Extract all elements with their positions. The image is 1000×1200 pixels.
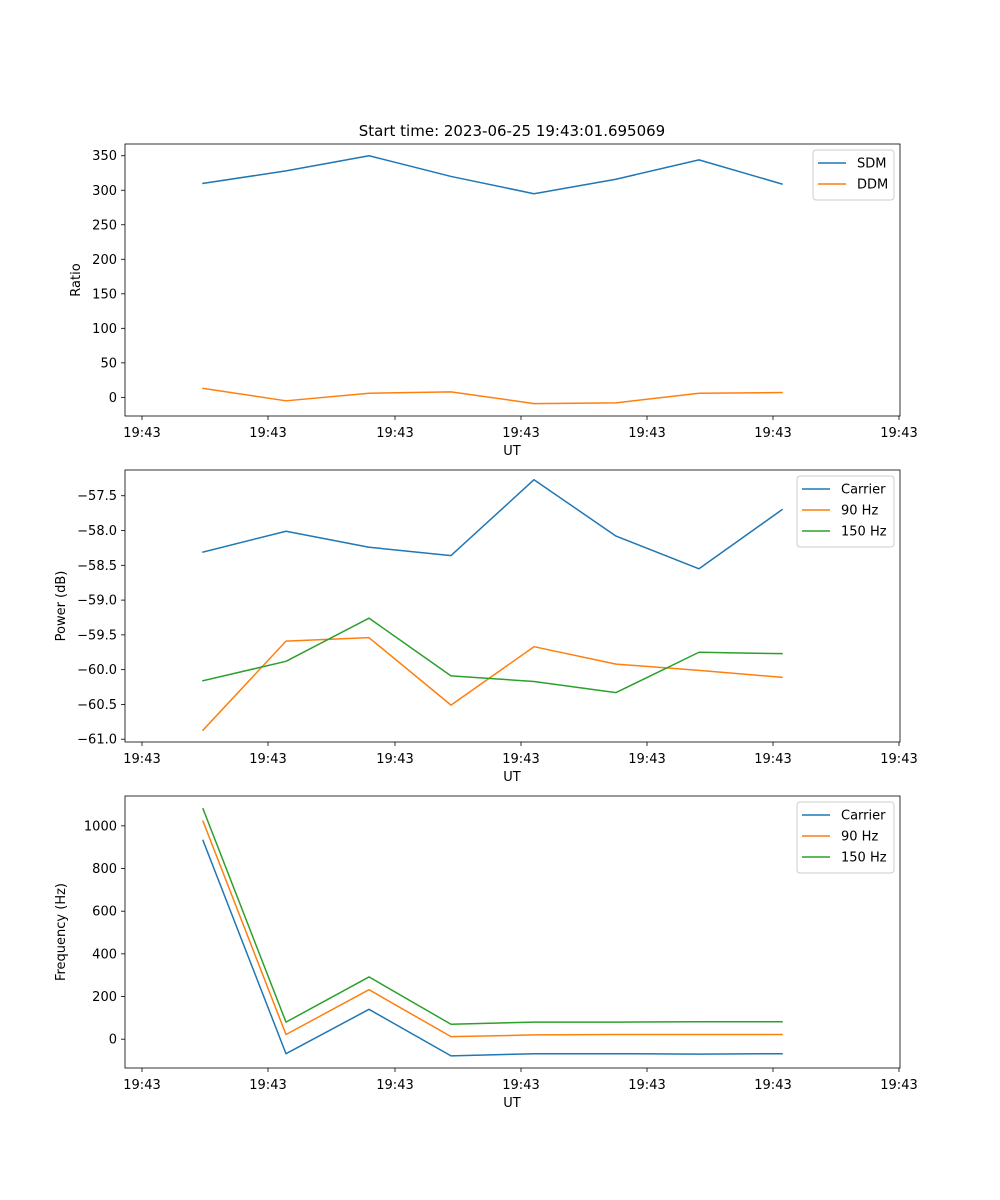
y-tick-label: −58.5 xyxy=(77,559,117,574)
x-tick-label: 19:43 xyxy=(376,426,413,441)
figure-title: Start time: 2023-06-25 19:43:01.695069 xyxy=(359,122,665,140)
x-tick-label: 19:43 xyxy=(628,426,665,441)
y-tick-label: 0 xyxy=(109,1033,117,1048)
legend: Carrier 90 Hz 150 Hz xyxy=(796,475,895,548)
axes-frame xyxy=(124,143,901,417)
x-axis-label: UT xyxy=(503,770,521,785)
y-axis-label: Ratio xyxy=(69,263,84,296)
x-tick-label: 19:43 xyxy=(754,426,791,441)
series-line-2-2 xyxy=(201,636,783,732)
series-line-3-3 xyxy=(202,807,783,1026)
y-tick-label: 200 xyxy=(92,990,117,1005)
y-tick-label: 800 xyxy=(92,862,117,877)
legend-label: Carrier xyxy=(841,483,886,498)
legend-label: DDM xyxy=(857,178,888,193)
series-line-1-1 xyxy=(202,154,783,195)
x-tick-label: 19:43 xyxy=(502,1078,539,1093)
y-tick-label: −60.0 xyxy=(77,663,117,678)
y-tick-label: 250 xyxy=(92,218,117,233)
y-tick-label: −60.5 xyxy=(77,698,117,713)
legend-label: 150 Hz xyxy=(841,525,887,540)
y-tick-label: 100 xyxy=(92,322,117,337)
x-axis-label: UT xyxy=(503,444,521,459)
y-tick-label: 600 xyxy=(92,905,117,920)
x-tick-label: 19:43 xyxy=(249,752,286,767)
panel-2: 19:43 19:43 19:43 19:43 19:43 19:43 19:43 −57.5… xyxy=(54,469,918,785)
axes-frame xyxy=(124,469,901,743)
y-tick-label: 300 xyxy=(92,184,117,199)
y-tick-label: 50 xyxy=(100,356,117,371)
x-tick-label: 19:43 xyxy=(249,1078,286,1093)
y-tick-label: −61.0 xyxy=(77,733,117,748)
panel-1: 19:43 19:43 19:43 19:43 19:43 19:43 19:43 0 50 10… xyxy=(69,143,918,459)
x-tick-label: 19:43 xyxy=(880,426,917,441)
y-tick-label: 0 xyxy=(109,391,117,406)
x-tick-label: 19:43 xyxy=(628,752,665,767)
legend-label: Carrier xyxy=(841,809,886,824)
legend-box xyxy=(796,801,895,874)
x-tick-label: 19:43 xyxy=(754,752,791,767)
y-tick-label: 150 xyxy=(92,287,117,302)
legend: SDM DDM xyxy=(812,149,895,201)
x-tick-label: 19:43 xyxy=(502,426,539,441)
x-tick-label: 19:43 xyxy=(502,752,539,767)
legend-label: 90 Hz xyxy=(841,830,878,845)
y-tick-label: −57.5 xyxy=(77,489,117,504)
legend-label: SDM xyxy=(857,157,886,172)
series-line-2-1 xyxy=(202,478,784,570)
y-tick-label: 400 xyxy=(92,947,117,962)
x-tick-label: 19:43 xyxy=(123,752,160,767)
y-axis-label: Power (dB) xyxy=(54,571,69,642)
y-tick-label: −59.0 xyxy=(77,594,117,609)
axes-frame xyxy=(124,795,901,1069)
x-axis-label: UT xyxy=(503,1096,521,1111)
y-tick-label: 350 xyxy=(92,149,117,164)
series-line-1-2 xyxy=(202,387,783,405)
panels: 19:43 19:43 19:43 19:43 19:43 19:43 19:43 0 50 10… xyxy=(54,143,918,1111)
y-tick-label: −59.5 xyxy=(77,628,117,643)
x-tick-label: 19:43 xyxy=(754,1078,791,1093)
series-line-2-3 xyxy=(202,617,783,694)
legend-label: 90 Hz xyxy=(841,504,878,519)
y-tick-label: 200 xyxy=(92,253,117,268)
series-line-3-1 xyxy=(202,839,783,1057)
panel-3: 19:43 19:43 19:43 19:43 19:43 19:43 19:43 0 200 4… xyxy=(54,795,918,1111)
x-tick-label: 19:43 xyxy=(880,752,917,767)
x-tick-label: 19:43 xyxy=(123,426,160,441)
x-tick-label: 19:43 xyxy=(249,426,286,441)
y-tick-label: −58.0 xyxy=(77,524,117,539)
x-tick-label: 19:43 xyxy=(376,752,413,767)
legend-box xyxy=(796,475,895,548)
x-tick-label: 19:43 xyxy=(880,1078,917,1093)
y-axis-label: Frequency (Hz) xyxy=(54,883,69,981)
x-tick-label: 19:43 xyxy=(376,1078,413,1093)
y-tick-label: 1000 xyxy=(84,819,117,834)
legend-label: 150 Hz xyxy=(841,851,887,866)
series-line-3-2 xyxy=(202,820,783,1038)
legend: Carrier 90 Hz 150 Hz xyxy=(796,801,895,874)
x-tick-label: 19:43 xyxy=(628,1078,665,1093)
x-tick-label: 19:43 xyxy=(123,1078,160,1093)
